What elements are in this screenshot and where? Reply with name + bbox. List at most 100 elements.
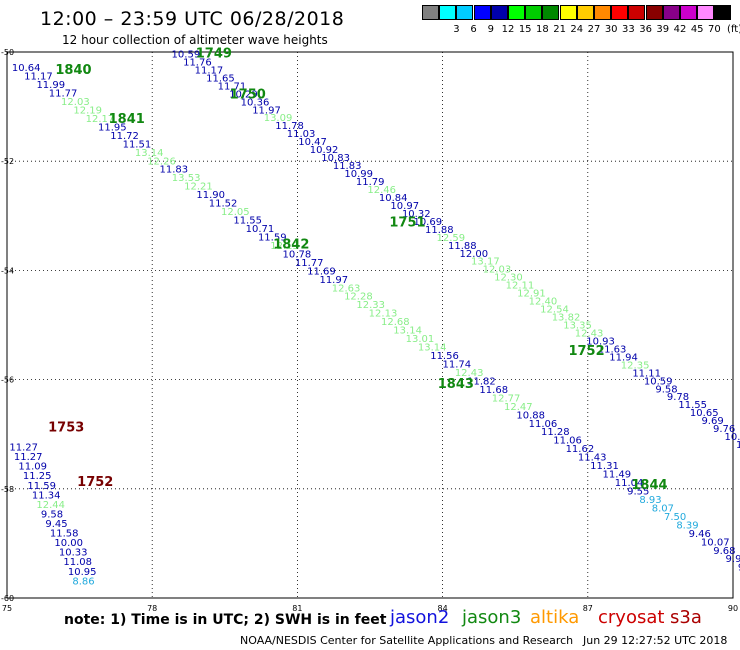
pass-number-label: 1842 [273, 238, 309, 253]
wave-height-value: 11.59 [258, 232, 287, 243]
wave-height-value: 12.21 [184, 182, 213, 193]
wave-height-value: 9.97 [726, 554, 740, 565]
wave-height-value: 11.77 [295, 258, 324, 269]
wave-height-value: 8.07 [652, 503, 674, 514]
wave-height-value: 10.88 [516, 410, 545, 421]
wave-height-value: 11.34 [32, 490, 61, 501]
wave-height-value: 11.09 [18, 462, 47, 473]
wave-height-value: 11.55 [233, 216, 262, 227]
wave-height-value: 10.04 [724, 432, 740, 443]
wave-height-value: 10.95 [68, 567, 97, 578]
wave-height-value: 9.76 [713, 424, 735, 435]
legend-label: 21 [553, 24, 566, 35]
wave-height-value: 11.58 [50, 529, 79, 540]
wave-height-value: 11.88 [425, 225, 454, 236]
wave-height-value: 10.65 [690, 408, 719, 419]
y-tick-label: -54 [1, 266, 14, 275]
legend-swatch [611, 5, 629, 20]
wave-height-value: 9.46 [689, 529, 711, 540]
wave-height-value: 12.46 [367, 185, 396, 196]
x-tick-label: 78 [147, 604, 157, 613]
footer-credit: NOAA/NESDIS Center for Satellite Applica… [240, 634, 574, 647]
wave-height-value: 10.47 [298, 137, 327, 148]
wave-height-value: 11.99 [36, 80, 65, 91]
y-tick-label: -58 [1, 485, 14, 494]
wave-height-value: 9.58 [655, 384, 677, 395]
wave-height-value: 12.33 [356, 300, 385, 311]
legend-swatch [542, 5, 560, 20]
wave-height-value: 10.83 [321, 153, 350, 164]
wave-height-value: 12.13 [369, 309, 398, 320]
wave-height-value: 11.95 [98, 122, 127, 133]
legend-label: 42 [673, 24, 687, 35]
wave-height-value: 12.17 [86, 114, 115, 125]
wave-height-value: 10.78 [283, 249, 312, 260]
wave-height-value: 11.27 [9, 443, 38, 454]
map-frame [6, 51, 734, 599]
wave-height-value: 11.65 [206, 73, 235, 84]
wave-height-value: 11.74 [443, 359, 472, 370]
wave-height-value: 12.68 [381, 317, 410, 328]
wave-height-value: 13.14 [135, 148, 164, 159]
wave-height-value: 12.13 [270, 241, 299, 252]
wave-height-value: 11.08 [63, 557, 92, 568]
wave-height-value: 11.49 [602, 470, 631, 481]
wave-height-value: 11.82 [467, 376, 496, 387]
wave-height-value: 10.69 [413, 217, 442, 228]
wave-height-value: 8.93 [639, 495, 661, 506]
wave-height-value: 9.45 [45, 519, 67, 530]
map-title: 12:00 – 23:59 UTC 06/28/2018 [40, 8, 345, 30]
wave-height-value: 12.03 [61, 97, 90, 108]
x-tick-label: 84 [438, 604, 448, 613]
wave-height-value: 11.62 [566, 444, 595, 455]
wave-height-value: 11.76 [183, 57, 212, 68]
wave-height-value: 10.36 [241, 97, 270, 108]
wave-height-value: 13.53 [172, 173, 201, 184]
satellite-jason3: jason3 [462, 607, 522, 628]
wave-height-value: 11.88 [448, 241, 477, 252]
legend-swatch [525, 5, 543, 20]
wave-height-value: 11.06 [529, 419, 558, 430]
pass-number-label: 1751 [389, 216, 425, 231]
wave-height-value: 9.69 [701, 416, 723, 427]
wave-height-value: 10.00 [54, 538, 83, 549]
x-tick-label: 87 [583, 604, 593, 613]
wave-height-value: 12.26 [147, 156, 176, 167]
wave-height-value: 11.78 [275, 121, 304, 132]
wave-height-value: 12.54 [540, 305, 569, 316]
wave-height-value: 10.84 [379, 193, 408, 204]
legend-swatch [714, 5, 732, 20]
legend-swatch [422, 5, 439, 20]
satellite-altika: altika [530, 607, 580, 628]
wave-height-value: 11.27 [14, 452, 43, 463]
legend-swatch [628, 5, 646, 20]
x-tick-label: 81 [292, 604, 302, 613]
wave-height-value: 10.71 [246, 224, 275, 235]
wave-height-value: 10.99 [344, 169, 373, 180]
wave-height-value: 11.63 [598, 344, 627, 355]
legend-label: 33 [622, 24, 635, 35]
y-tick-label: -52 [1, 157, 14, 166]
wave-height-value: 12.19 [73, 105, 102, 116]
legend-swatch [456, 5, 474, 20]
wave-height-value: 11.59 [27, 481, 56, 492]
wave-height-value: 11.72 [110, 131, 139, 142]
y-tick-label: -50 [1, 48, 14, 57]
legend-label: 45 [690, 24, 704, 35]
wave-height-value: 11.94 [609, 352, 638, 363]
pass-number-label: 1843 [438, 377, 474, 392]
wave-height-value: 9.78 [667, 392, 689, 403]
wave-height-value: 11.97 [319, 275, 348, 286]
wave-height-value: 10.85 [736, 440, 740, 451]
wave-height-value: 11.17 [195, 65, 224, 76]
x-tick-label: 75 [2, 604, 12, 613]
wave-height-value: 12.00 [460, 249, 489, 260]
pass-number-label: 1750 [230, 87, 266, 102]
legend-label: 27 [587, 24, 601, 35]
wave-height-value: 13.14 [418, 343, 447, 354]
wave-height-value: 7.50 [664, 512, 686, 523]
wave-height-value: 10.93 [586, 336, 615, 347]
wave-height-value: 11.11 [632, 368, 661, 379]
x-tick-label: 90 [728, 604, 738, 613]
